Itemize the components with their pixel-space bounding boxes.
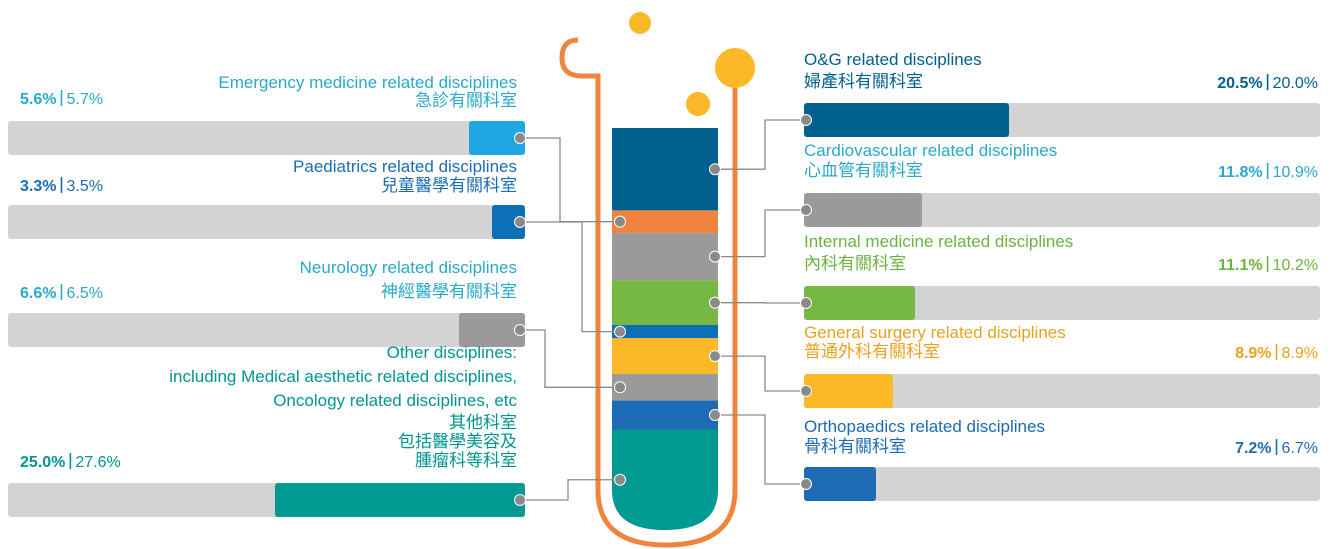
current-value: 5.6% xyxy=(20,91,56,108)
bar xyxy=(492,205,525,239)
connector-dot xyxy=(709,409,721,422)
connector xyxy=(520,479,620,501)
connector xyxy=(715,355,806,392)
connector xyxy=(715,414,806,485)
label: 心血管有關科室 xyxy=(804,161,923,180)
connector-dot xyxy=(614,325,626,338)
current-value: 6.6% xyxy=(20,285,56,302)
tube-segment xyxy=(612,429,718,530)
bubble xyxy=(686,92,710,116)
connector-dot xyxy=(709,350,721,363)
connector xyxy=(715,119,806,170)
bar-track xyxy=(8,205,525,239)
label: 急診有關科室 xyxy=(415,91,517,110)
bar xyxy=(804,467,876,501)
bar-track xyxy=(804,467,1320,501)
previous-value: 8.9% xyxy=(1282,345,1318,362)
previous-value: 6.5% xyxy=(66,285,102,302)
tube-segment xyxy=(612,338,718,375)
label: Neurology related disciplines xyxy=(300,258,517,277)
connector-dot xyxy=(614,381,626,394)
label: Other disciplines: xyxy=(387,343,517,362)
label: Oncology related disciplines, etc xyxy=(273,391,517,410)
label: Cardiovascular related disciplines xyxy=(804,141,1057,160)
tube-segments xyxy=(612,128,718,530)
label: 婦產科有關科室 xyxy=(804,72,923,91)
bar xyxy=(804,374,893,408)
previous-value: 20.0% xyxy=(1273,75,1318,92)
connector-dot xyxy=(709,163,721,176)
previous-value: 3.5% xyxy=(66,178,102,195)
connector-dot xyxy=(514,216,526,228)
tube xyxy=(559,37,738,548)
connector xyxy=(715,209,806,258)
label: Emergency medicine related disciplines xyxy=(218,73,517,92)
bar xyxy=(275,483,525,517)
tube-outline xyxy=(559,37,738,548)
connector-dot xyxy=(614,473,626,486)
previous-value: 10.2% xyxy=(1273,257,1318,274)
bar xyxy=(804,103,1009,137)
previous-value: 27.6% xyxy=(75,454,120,471)
bubble xyxy=(629,12,651,34)
label: 其他科室 xyxy=(449,413,517,432)
bar xyxy=(469,121,525,155)
current-value: 3.3% xyxy=(20,178,56,195)
bar-track xyxy=(8,313,525,347)
connector xyxy=(520,221,620,333)
connector-dot xyxy=(709,250,721,263)
connector-dot xyxy=(514,494,526,506)
connector xyxy=(520,329,620,388)
current-value: 8.9% xyxy=(1235,345,1271,362)
bubble xyxy=(715,48,755,88)
label: Orthopaedics related disciplines xyxy=(804,417,1045,436)
connector-dot xyxy=(800,297,812,309)
tube-segment xyxy=(612,374,718,401)
label: O&G related disciplines xyxy=(804,50,982,69)
tube-segment xyxy=(612,400,718,430)
tube-segment xyxy=(612,324,718,339)
bar xyxy=(804,193,922,227)
connector-dot xyxy=(800,204,812,216)
label: 腫瘤科等科室 xyxy=(415,451,517,470)
label: General surgery related disciplines xyxy=(804,323,1066,342)
current-value: 25.0% xyxy=(20,454,65,471)
previous-value: 6.7% xyxy=(1282,440,1318,457)
tube-segment xyxy=(612,210,718,233)
connector xyxy=(520,137,620,223)
bar-track xyxy=(804,193,1320,227)
tube-segment xyxy=(612,280,718,325)
tube-segment xyxy=(612,128,718,211)
label: 神經醫學有關科室 xyxy=(381,282,517,301)
bar-track xyxy=(8,121,525,155)
current-value: 20.5% xyxy=(1217,75,1262,92)
label: 兒童醫學有關科室 xyxy=(381,176,517,195)
label: 骨科有關科室 xyxy=(804,437,906,456)
label: 包括醫學美容及 xyxy=(398,432,517,451)
bar-track xyxy=(804,374,1320,408)
bar-track xyxy=(804,286,1320,320)
connector-dot xyxy=(514,324,526,336)
connector-dot xyxy=(709,296,721,309)
connector-dot xyxy=(800,114,812,126)
connector-dot xyxy=(514,132,526,144)
previous-value: 5.7% xyxy=(66,91,102,108)
previous-value: 10.9% xyxy=(1273,164,1318,181)
label: including Medical aesthetic related disc… xyxy=(169,367,517,386)
connector-dot xyxy=(800,385,812,397)
current-value: 11.1% xyxy=(1218,257,1262,274)
connector-dot xyxy=(800,478,812,490)
label: Paediatrics related disciplines xyxy=(293,157,517,176)
label: 普通外科有關科室 xyxy=(804,342,940,361)
tube-segment xyxy=(612,232,718,281)
current-value: 11.8% xyxy=(1218,164,1262,181)
bar xyxy=(804,286,915,320)
label: Internal medicine related disciplines xyxy=(804,232,1073,251)
bar xyxy=(459,313,525,347)
current-value: 7.2% xyxy=(1235,440,1271,457)
connector-dot xyxy=(614,215,626,228)
label: 內科有關科室 xyxy=(804,254,906,273)
